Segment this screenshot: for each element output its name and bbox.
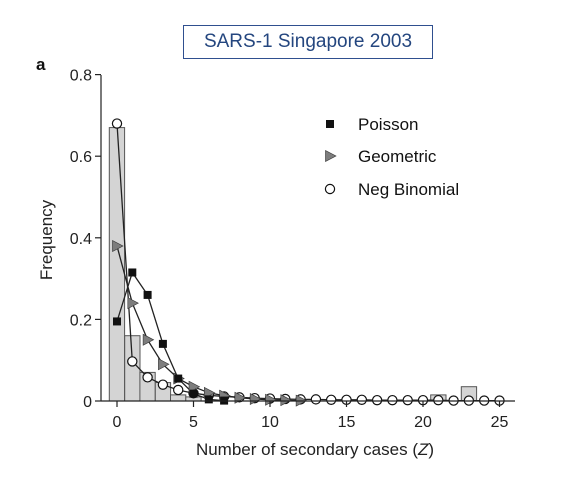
- x-tick-label: 15: [338, 414, 356, 431]
- bar-4: [170, 394, 187, 402]
- point-neg-binomial: [356, 394, 367, 405]
- point-geometric: [112, 239, 124, 252]
- markers-layer: [111, 118, 505, 407]
- legend-marker-geometric: [325, 150, 337, 162]
- lines-layer: [116, 123, 500, 402]
- point-geometric: [249, 392, 262, 405]
- point-neg-binomial: [371, 394, 383, 406]
- series-line-neg-binomial: [116, 123, 500, 402]
- y-axis-label: Frequency: [37, 199, 56, 280]
- legend-marker-poisson: [326, 120, 334, 128]
- x-tick-label: 20: [414, 414, 432, 431]
- point-geometric: [188, 380, 201, 393]
- point-neg-binomial: [172, 384, 184, 396]
- legend-label-neg-binomial: Neg Binomial: [358, 180, 459, 199]
- x-tick-label: 0: [113, 414, 122, 431]
- legend-marker-neg-binomial: [324, 183, 336, 195]
- panel-label: a: [36, 55, 46, 74]
- point-neg-binomial: [387, 394, 398, 406]
- point-neg-binomial: [326, 394, 337, 405]
- point-neg-binomial: [310, 394, 322, 405]
- point-neg-binomial: [402, 394, 413, 406]
- legend: Poisson Geometric Neg Binomial: [324, 115, 459, 199]
- y-tick-label: 0.6: [70, 149, 92, 166]
- point-poisson: [189, 389, 198, 398]
- y-tick-label: 0.4: [70, 231, 92, 248]
- point-geometric: [280, 394, 292, 407]
- point-poisson: [174, 374, 183, 383]
- point-neg-binomial: [142, 372, 153, 383]
- legend-label-geometric: Geometric: [358, 147, 437, 166]
- legend-label-poisson: Poisson: [358, 115, 418, 134]
- point-neg-binomial: [111, 118, 123, 129]
- x-tick-label: 5: [189, 414, 198, 431]
- point-poisson: [113, 317, 121, 326]
- x-axis-label: Number of secondary cases (Z): [196, 440, 434, 459]
- y-tick-label: 0: [83, 394, 92, 411]
- x-tick-label: 10: [261, 414, 279, 431]
- point-geometric: [142, 333, 155, 346]
- point-neg-binomial: [433, 394, 444, 406]
- chart-title: SARS-1 Singapore 2003: [183, 25, 433, 59]
- point-poisson: [204, 395, 213, 404]
- point-geometric: [158, 358, 170, 371]
- y-tick-label: 0.8: [70, 68, 92, 85]
- point-neg-binomial: [157, 379, 169, 390]
- y-tick-label: 0.2: [70, 312, 92, 329]
- point-poisson: [128, 268, 137, 277]
- x-tick-label: 25: [491, 414, 509, 431]
- point-geometric: [127, 297, 139, 310]
- point-neg-binomial: [127, 356, 138, 367]
- point-poisson: [158, 339, 167, 348]
- point-geometric: [265, 393, 277, 406]
- point-poisson: [143, 290, 152, 299]
- bar-1: [124, 335, 141, 402]
- bars-layer: [108, 127, 478, 402]
- axes-layer: 0 0.2 0.4 0.6 0.8 0 5 10 15 20 25: [70, 68, 515, 431]
